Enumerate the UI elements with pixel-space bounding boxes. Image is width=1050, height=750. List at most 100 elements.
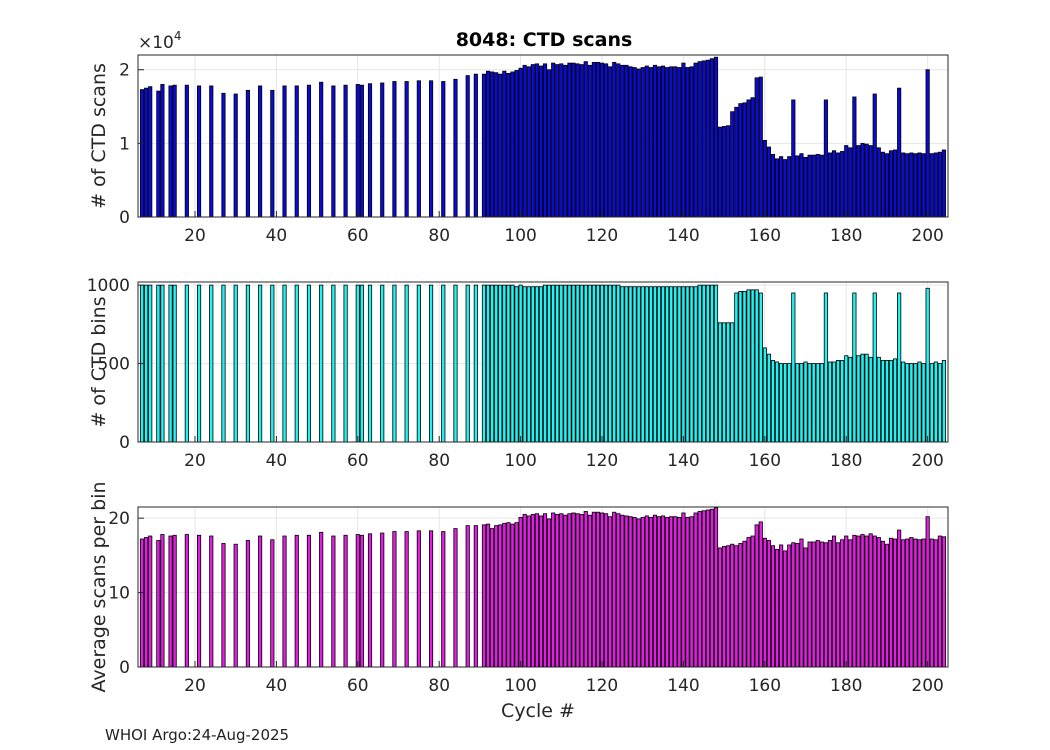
x-tick-label: 140 bbox=[667, 451, 699, 471]
bar bbox=[547, 69, 552, 218]
bar bbox=[774, 361, 780, 443]
bar bbox=[258, 535, 263, 668]
x-tick-label: 100 bbox=[504, 226, 536, 246]
bar bbox=[864, 353, 869, 443]
bar bbox=[473, 284, 478, 443]
bar bbox=[669, 66, 674, 218]
x-tick-label: 120 bbox=[586, 451, 618, 471]
bar bbox=[856, 355, 861, 443]
bar bbox=[632, 286, 637, 443]
bar bbox=[677, 67, 682, 218]
bar bbox=[819, 363, 824, 443]
bar bbox=[770, 154, 776, 218]
bar bbox=[608, 284, 613, 443]
bar bbox=[819, 154, 824, 218]
x-tick-label: 80 bbox=[428, 451, 450, 471]
bar bbox=[595, 511, 601, 668]
bar bbox=[677, 517, 682, 668]
bar bbox=[738, 291, 743, 443]
bar bbox=[156, 284, 161, 443]
bar bbox=[156, 540, 161, 668]
bar bbox=[779, 156, 784, 218]
bar bbox=[506, 73, 511, 218]
bar bbox=[306, 534, 312, 668]
bar bbox=[734, 292, 739, 443]
bar bbox=[681, 512, 686, 668]
bar bbox=[836, 542, 841, 668]
bar bbox=[823, 542, 828, 668]
bar bbox=[583, 61, 588, 218]
bar bbox=[893, 538, 898, 668]
x-tick-label: 40 bbox=[266, 676, 288, 696]
bar bbox=[709, 508, 714, 668]
bar bbox=[856, 145, 861, 218]
bar bbox=[196, 534, 202, 668]
bar bbox=[644, 515, 649, 668]
bar bbox=[746, 537, 751, 668]
bar bbox=[856, 535, 861, 668]
bar bbox=[852, 96, 857, 218]
bar bbox=[827, 361, 833, 443]
x-tick-label: 180 bbox=[830, 226, 862, 246]
bar bbox=[665, 517, 670, 668]
bar bbox=[209, 85, 214, 218]
bar bbox=[160, 284, 165, 443]
bar bbox=[140, 89, 145, 218]
subplot-ctd-scans: 20 40 60 80 100 120 140 160 180 200 0 1 2 # of CTD sc… bbox=[88, 29, 949, 246]
bar bbox=[807, 541, 812, 668]
bar bbox=[404, 81, 409, 218]
bar bbox=[551, 284, 556, 443]
bar bbox=[884, 153, 890, 218]
x-tick-label: 120 bbox=[586, 676, 618, 696]
x-tick-label: 80 bbox=[428, 226, 450, 246]
footer-stamp: WHOI Argo:24-Aug-2025 bbox=[105, 726, 290, 744]
bar bbox=[726, 125, 731, 218]
bar bbox=[355, 84, 360, 218]
bar bbox=[258, 284, 263, 443]
x-tick-label: 160 bbox=[749, 451, 781, 471]
bar bbox=[221, 92, 226, 218]
bar bbox=[913, 153, 918, 218]
bar bbox=[490, 528, 495, 668]
bar bbox=[665, 286, 670, 443]
bar bbox=[587, 284, 592, 443]
bar bbox=[506, 522, 511, 668]
bar bbox=[559, 284, 564, 443]
bar bbox=[534, 513, 539, 668]
bar bbox=[624, 64, 629, 218]
bar bbox=[428, 530, 434, 668]
bar bbox=[502, 70, 507, 218]
bar bbox=[941, 360, 946, 443]
bar bbox=[701, 284, 706, 443]
bar bbox=[628, 286, 633, 443]
bar bbox=[526, 286, 531, 443]
y-axis-label: # of CTD bins bbox=[88, 296, 110, 427]
bar bbox=[880, 360, 885, 443]
bar bbox=[709, 58, 714, 218]
bar bbox=[726, 545, 731, 668]
bar bbox=[583, 511, 588, 668]
bar bbox=[172, 284, 177, 443]
bar bbox=[807, 154, 812, 218]
bar bbox=[555, 514, 560, 668]
bar bbox=[563, 514, 568, 668]
axes-box bbox=[137, 54, 949, 218]
bar bbox=[367, 533, 373, 668]
bar bbox=[929, 538, 934, 668]
bar bbox=[884, 543, 890, 668]
bar bbox=[620, 286, 625, 443]
bar bbox=[909, 363, 914, 443]
bar bbox=[270, 284, 275, 443]
bar bbox=[893, 358, 898, 443]
bar bbox=[343, 84, 348, 218]
bar bbox=[791, 542, 796, 668]
bar bbox=[591, 511, 596, 668]
bar bbox=[144, 87, 149, 218]
bar bbox=[148, 284, 153, 443]
bar bbox=[864, 143, 869, 218]
bar bbox=[616, 63, 621, 218]
bar bbox=[465, 284, 470, 443]
bar bbox=[473, 73, 478, 218]
bar bbox=[897, 87, 902, 218]
bar bbox=[612, 511, 617, 668]
